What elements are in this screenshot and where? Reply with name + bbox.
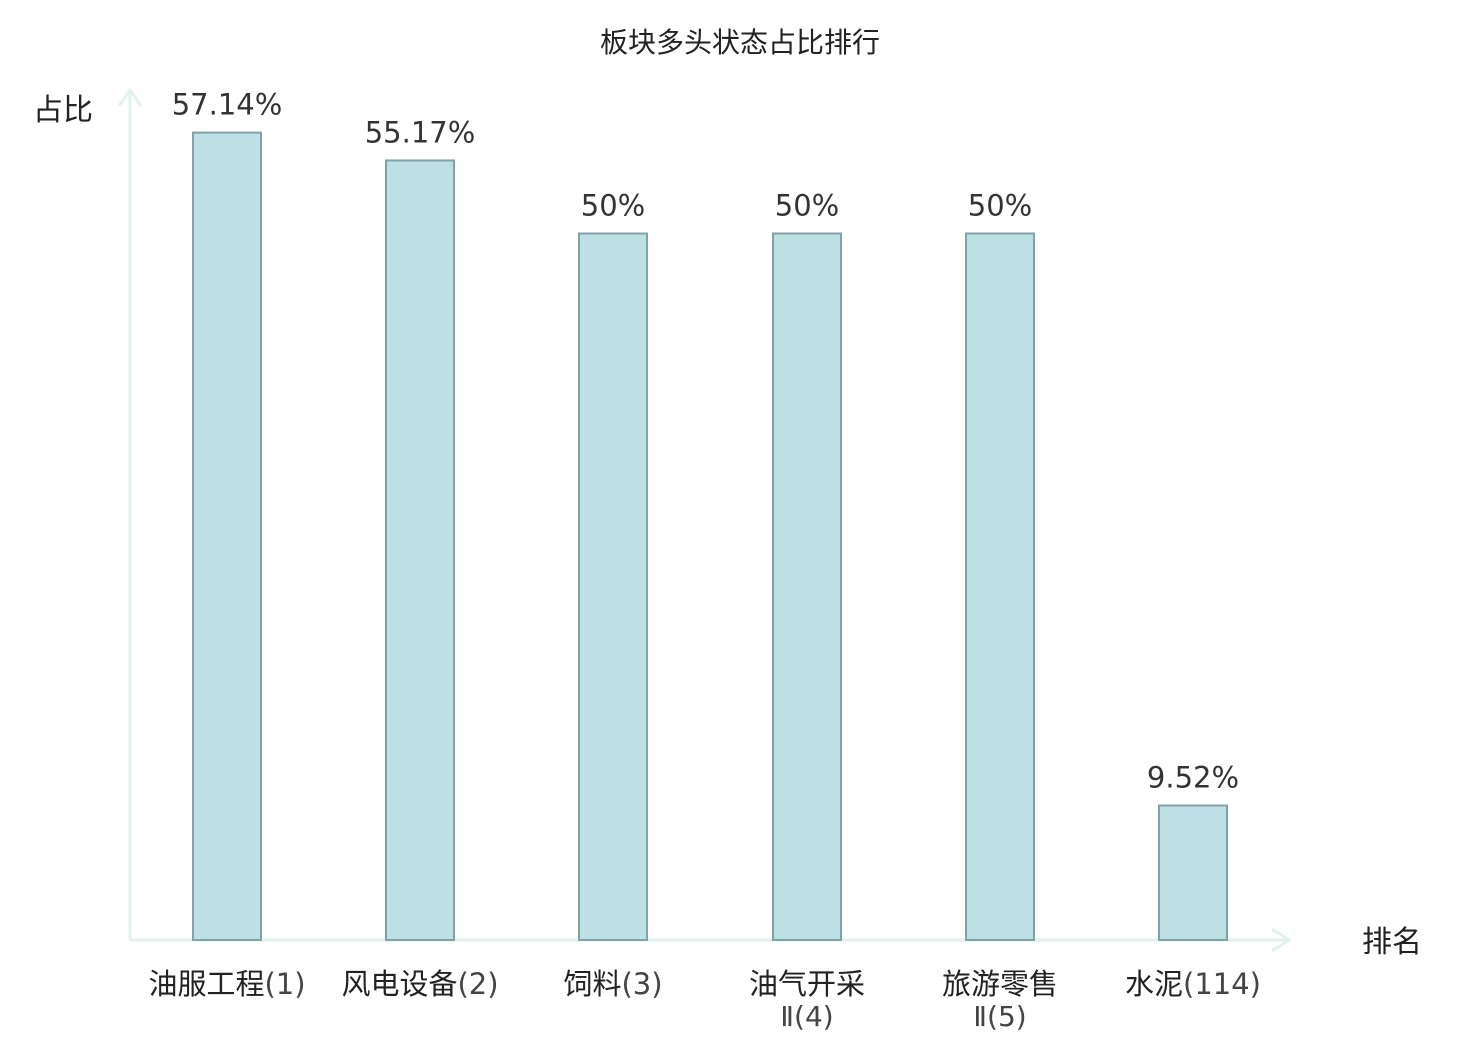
category-label: 油服工程(1): [148, 967, 305, 1001]
bar: [965, 232, 1035, 941]
category-name: 油服工程: [148, 967, 264, 1001]
bar: [772, 232, 842, 941]
bar: [1158, 804, 1228, 942]
bar-value-label: 9.52%: [1147, 760, 1239, 794]
category-rank: (5): [987, 1000, 1027, 1033]
category-label: 油气开采: [749, 967, 865, 1001]
bar-value-label: 55.17%: [365, 115, 476, 149]
bar-value-label: 50%: [581, 189, 645, 223]
category-suffix: Ⅱ: [973, 1000, 987, 1033]
category-rank: (4): [794, 1000, 834, 1033]
x-axis-arrow: [1271, 927, 1292, 953]
category-rank: (114): [1183, 967, 1261, 1001]
category-label: 水泥(114): [1125, 967, 1261, 1001]
bar-value-label: 50%: [775, 189, 839, 223]
category-rank: (3): [621, 967, 662, 1001]
category-name: 水泥: [1125, 967, 1183, 1001]
category-name: 饲料: [563, 967, 621, 1001]
value-labels-group: 57.14% 55.17% 50% 50% 50% 9.52%: [172, 88, 1239, 795]
category-suffix: Ⅱ: [780, 1000, 794, 1033]
category-labels-group: 油服工程(1) 风电设备(2) 饲料(3) 油气开采Ⅱ(4)旅游零售Ⅱ(5)水泥(11…: [148, 967, 1261, 1033]
bar-value-label: 50%: [968, 189, 1032, 223]
bar: [192, 131, 262, 941]
axes: [117, 87, 1292, 953]
y-axis-arrow: [117, 87, 143, 107]
category-label: 风电设备(2): [341, 967, 498, 1001]
bar: [385, 159, 455, 942]
y-axis-label: 占比: [33, 93, 93, 128]
category-rank: (1): [264, 967, 305, 1001]
x-axis-label: 排名: [1362, 925, 1422, 960]
category-label: 饲料(3): [563, 967, 662, 1001]
category-name: 风电设备: [341, 967, 457, 1001]
category-rank: (2): [457, 967, 498, 1001]
chart-title: 板块多头状态占比排行: [600, 26, 880, 59]
bar: [578, 232, 648, 941]
category-label-line2: Ⅱ(4): [780, 1000, 833, 1033]
category-label-line2: Ⅱ(5): [973, 1000, 1026, 1033]
bars-group: [192, 131, 1228, 942]
category-label: 旅游零售: [942, 967, 1058, 1001]
bar-value-label: 57.14%: [172, 88, 283, 122]
